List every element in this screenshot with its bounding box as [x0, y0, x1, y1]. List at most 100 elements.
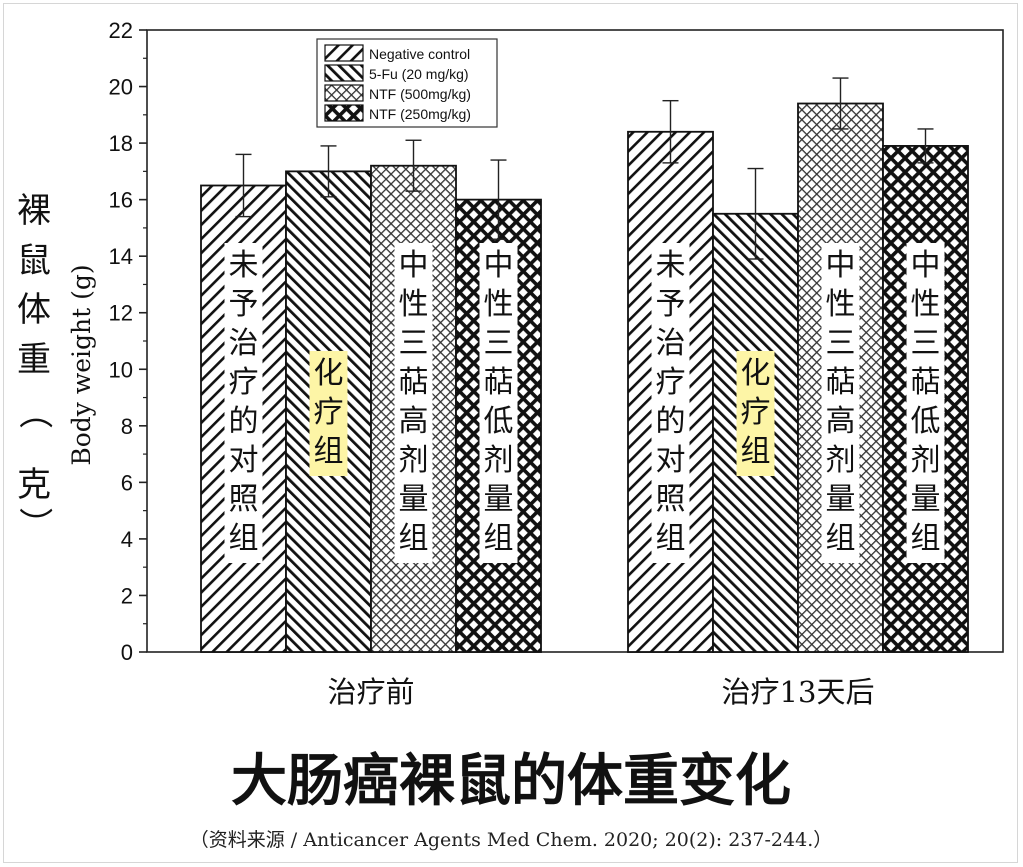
y-tick-label: 6	[121, 470, 133, 495]
bar-annotations-layer: 未予治疗的对照组化疗组中性三萜高剂量组中性三萜低剂量组未予治疗的对照组化疗组中性…	[224, 243, 945, 563]
caption-source: （资料来源 / Anticancer Agents Med Chem. 2020…	[190, 829, 832, 851]
annotation-char: 三	[399, 326, 429, 361]
annotation-char: 组	[399, 521, 429, 556]
error-bars-layer	[235, 77, 934, 260]
y-tick-label: 2	[121, 583, 133, 608]
annotation-char: 的	[656, 404, 686, 439]
y-tick-label: 8	[121, 414, 133, 439]
annotation-char: 中	[484, 248, 514, 283]
annotation-char: 剂	[484, 443, 514, 478]
annotation-char: 高	[399, 404, 429, 439]
annotation-char: 组	[484, 521, 514, 556]
annotation-char: 组	[826, 521, 856, 556]
legend-label: NTF (500mg/kg)	[369, 86, 471, 102]
annotation-char: 组	[741, 434, 771, 469]
y-tick-label: 22	[109, 18, 133, 43]
annotation-char: 的	[229, 404, 259, 439]
annotation-char: 萜	[911, 365, 941, 400]
annotation-char: 治	[229, 326, 259, 361]
annotation-char: 中	[911, 248, 941, 283]
annotation-char: 中	[399, 248, 429, 283]
annotation-char: 高	[826, 404, 856, 439]
annotation-char: 性	[826, 287, 856, 322]
y-tick-label: 12	[109, 301, 133, 326]
cn-ylabel-char: （	[14, 395, 54, 429]
annotation-char: 未	[656, 248, 686, 283]
annotation-char: 组	[911, 521, 941, 556]
annotation-box	[736, 351, 775, 476]
annotation-char: 低	[911, 404, 941, 439]
annotation-char: 对	[229, 443, 259, 478]
annotation-char: 低	[484, 404, 514, 439]
annotation-char: 照	[656, 482, 686, 517]
annotation-char: 对	[656, 443, 686, 478]
annotation-box	[224, 243, 263, 563]
legend: Negative control 5-Fu (20 mg/kg) NTF (500m…	[316, 38, 498, 128]
legend-label: NTF (250mg/kg)	[369, 106, 471, 122]
x-category-label: 治疗前	[327, 675, 414, 709]
cn-ylabel-char: 重	[17, 340, 51, 380]
annotation-box	[394, 243, 433, 563]
annotation-box	[821, 243, 860, 563]
y-tick-label: 16	[109, 188, 133, 213]
y-tick-label: 18	[109, 131, 133, 156]
annotation-char: 萜	[484, 365, 514, 400]
annotation-char: 量	[911, 482, 941, 517]
annotation-char: 予	[229, 287, 259, 322]
annotation-char: 照	[229, 482, 259, 517]
legend-swatch	[324, 84, 364, 102]
y-axis-label: Body weight (g)	[67, 264, 96, 465]
annotation-char: 组	[229, 521, 259, 556]
annotation-box	[479, 243, 518, 563]
legend-swatch	[324, 64, 364, 82]
y-tick-label: 4	[121, 527, 133, 552]
annotation-char: 三	[826, 326, 856, 361]
axes-layer: 0 2 4 6 8 10 12 14 16 18 20 22 治疗前 治疗13天后	[109, 18, 875, 709]
annotation-char: 剂	[399, 443, 429, 478]
cn-ylabel-char: 裸	[17, 191, 51, 231]
annotation-char: 中	[826, 248, 856, 283]
annotation-char: 未	[229, 248, 259, 283]
annotation-char: 量	[484, 482, 514, 517]
annotation-char: 疗	[314, 395, 344, 430]
annotation-char: 疗	[229, 365, 259, 400]
cn-ylabel-char: 鼠	[17, 241, 51, 281]
annotation-box	[906, 243, 945, 563]
annotation-char: 性	[484, 287, 514, 322]
annotation-char: 三	[911, 326, 941, 361]
legend-swatch	[324, 44, 364, 62]
annotation-char: 萜	[399, 365, 429, 400]
annotation-char: 剂	[911, 443, 941, 478]
legend-label: Negative control	[369, 46, 470, 62]
x-category-label: 治疗13天后	[722, 675, 875, 709]
cn-ylabel-char: ）	[14, 507, 54, 541]
annotation-box	[309, 351, 348, 476]
annotation-char: 化	[741, 356, 771, 391]
annotation-char: 予	[656, 287, 686, 322]
y-tick-label: 0	[121, 640, 133, 665]
annotation-char: 剂	[826, 443, 856, 478]
annotation-char: 性	[911, 287, 941, 322]
y-tick-label: 20	[109, 75, 133, 100]
annotation-char: 性	[399, 287, 429, 322]
cn-ylabel-char: 体	[17, 290, 51, 330]
annotation-char: 萜	[826, 365, 856, 400]
annotation-char: 治	[656, 326, 686, 361]
annotation-char: 疗	[656, 365, 686, 400]
y-tick-label: 10	[109, 357, 133, 382]
cn-ylabel-char: 克	[17, 465, 51, 505]
caption-title: 大肠癌裸鼠的体重变化	[231, 748, 791, 814]
legend-swatch	[324, 104, 364, 122]
annotation-char: 量	[826, 482, 856, 517]
annotation-char: 组	[314, 434, 344, 469]
annotation-char: 疗	[741, 395, 771, 430]
annotation-char: 三	[484, 326, 514, 361]
y-tick-label: 14	[109, 244, 133, 269]
annotation-box	[651, 243, 690, 563]
annotation-char: 量	[399, 482, 429, 517]
legend-label: 5-Fu (20 mg/kg)	[369, 66, 469, 82]
annotation-char: 化	[314, 356, 344, 391]
